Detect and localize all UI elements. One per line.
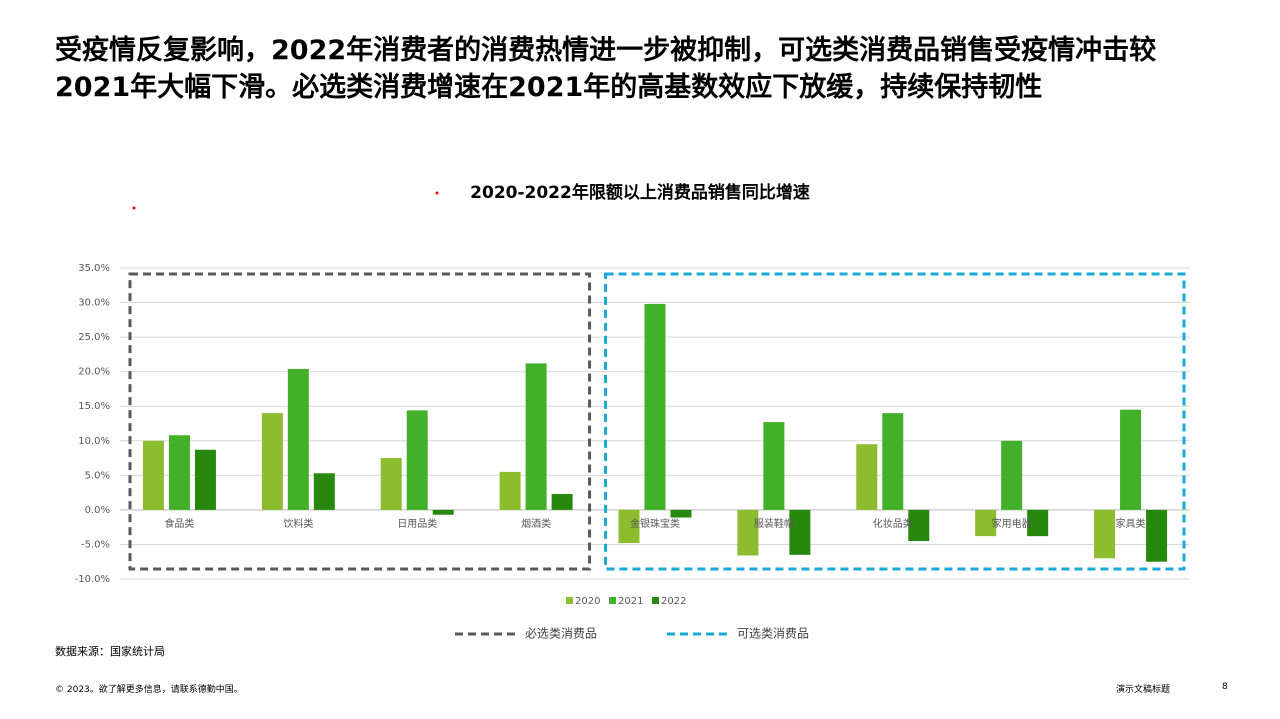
bar [380, 458, 402, 510]
x-tick-label: 食品类 [164, 517, 194, 530]
group-box [604, 272, 1186, 571]
source: 数据来源：国家统计局 [55, 645, 165, 658]
bar [737, 509, 759, 556]
bar [142, 440, 164, 510]
x-tick-label: 家具类 [1116, 517, 1146, 530]
bar [313, 473, 335, 510]
bar [1094, 509, 1116, 559]
headline: 受疫情反复影响，2022年消费者的消费热情进一步被抑制，可选类消费品销售受疫情冲… [55, 35, 1157, 103]
y-tick-label: 5.0% [85, 470, 110, 481]
x-tick-label: 服装鞋帽 [754, 517, 794, 530]
bar [908, 509, 930, 541]
y-tick-label: 0.0% [85, 505, 110, 516]
group-legend-label: 必选类消费品 [525, 627, 597, 641]
bar [618, 509, 640, 544]
bar [1120, 409, 1142, 510]
y-tick-label: 20.0% [78, 367, 110, 378]
legend-swatch [652, 597, 659, 604]
page-number: 8 [1222, 682, 1228, 692]
bar [432, 509, 454, 515]
y-tick-label: 30.0% [78, 298, 110, 309]
x-tick-label: 饮料类 [283, 517, 313, 530]
bar [975, 509, 997, 537]
bar [194, 449, 216, 510]
bar [551, 493, 573, 510]
bar [789, 509, 811, 555]
chart-title: 2020-2022年限额以上消费品销售同比增速 [470, 182, 810, 203]
y-tick-label: 15.0% [78, 401, 110, 412]
bar [1027, 509, 1049, 537]
y-tick-label: -10.0% [75, 574, 110, 585]
legend-label: 2021 [618, 596, 643, 607]
y-tick-label: -5.0% [81, 539, 110, 550]
bar [644, 303, 666, 510]
legend-label: 2022 [661, 596, 686, 607]
legend-label: 2020 [575, 596, 600, 607]
bar [168, 435, 190, 510]
y-tick-label: 25.0% [78, 332, 110, 343]
x-tick-label: 化妆品类 [873, 517, 913, 530]
bar [525, 363, 547, 510]
x-tick-label: 日用品类 [397, 517, 437, 530]
bar [763, 422, 785, 510]
group-legend-label: 可选类消费品 [737, 627, 809, 641]
bar [856, 444, 878, 510]
bar [499, 471, 521, 510]
y-tick-label: 35.0% [78, 263, 110, 274]
bar [261, 413, 283, 510]
dot [435, 191, 439, 195]
bar [670, 509, 692, 518]
bar [406, 410, 428, 510]
bar [1146, 509, 1168, 562]
bar [287, 368, 309, 510]
legend-swatch [609, 597, 616, 604]
dot [132, 206, 136, 210]
bar [1001, 440, 1023, 510]
x-tick-label: 金银珠宝类 [630, 517, 680, 530]
copyright: © 2023。欲了解更多信息，请联系德勤中国。 [55, 685, 243, 695]
bar [882, 413, 904, 510]
x-tick-label: 烟酒类 [521, 517, 551, 530]
legend-swatch [566, 597, 573, 604]
x-tick-label: 家用电器 [992, 517, 1032, 530]
y-tick-label: 10.0% [78, 436, 110, 447]
deck-title: 演示文稿标题 [1116, 685, 1171, 695]
